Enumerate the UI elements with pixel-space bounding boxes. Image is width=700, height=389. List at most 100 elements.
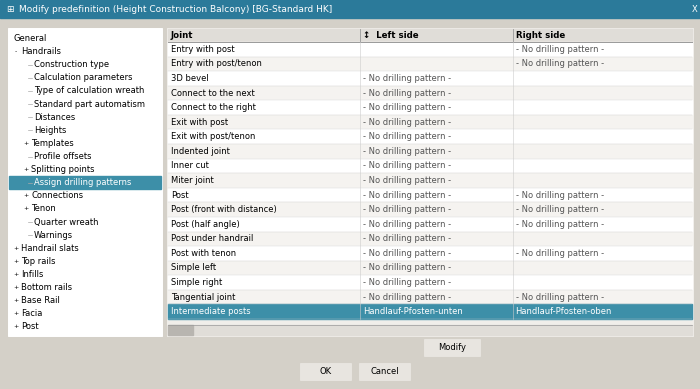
Text: - No drilling pattern -: - No drilling pattern - <box>515 293 603 301</box>
Text: Modify predefinition (Height Construction Balcony) [BG-Standard HK]: Modify predefinition (Height Constructio… <box>19 5 332 14</box>
Bar <box>167 28 693 336</box>
Text: X: X <box>692 5 698 14</box>
Bar <box>168 159 692 173</box>
Text: Handrail slats: Handrail slats <box>21 244 78 253</box>
FancyBboxPatch shape <box>300 363 351 380</box>
Text: -: - <box>15 49 17 54</box>
Text: Indented joint: Indented joint <box>171 147 230 156</box>
Bar <box>168 217 692 231</box>
Text: Post with tenon: Post with tenon <box>171 249 236 258</box>
Text: Warnings: Warnings <box>34 231 73 240</box>
Text: Exit with post/tenon: Exit with post/tenon <box>171 132 256 141</box>
Bar <box>22 205 29 212</box>
Text: Construction type: Construction type <box>34 60 109 69</box>
Bar <box>12 284 19 291</box>
Text: +: + <box>23 193 28 198</box>
Bar <box>8 28 162 336</box>
Text: Type of calculation wreath: Type of calculation wreath <box>34 86 144 95</box>
Text: Heights: Heights <box>34 126 66 135</box>
Text: Post under handrail: Post under handrail <box>171 234 253 243</box>
Bar <box>22 192 29 199</box>
Text: Post: Post <box>171 191 188 200</box>
Text: +: + <box>23 167 28 172</box>
Text: Simple left: Simple left <box>171 263 216 272</box>
Bar <box>168 144 692 159</box>
Bar <box>12 258 19 265</box>
Bar <box>168 56 692 71</box>
Text: +: + <box>13 311 18 316</box>
Text: - No drilling pattern -: - No drilling pattern - <box>363 103 451 112</box>
Text: +: + <box>13 298 18 303</box>
Bar <box>168 100 692 115</box>
Bar <box>168 71 692 86</box>
Bar <box>22 166 29 173</box>
Text: Inner cut: Inner cut <box>171 161 209 170</box>
Text: +: + <box>13 324 18 329</box>
Text: Exit with post: Exit with post <box>171 118 228 127</box>
Text: Handlauf-Pfosten-oben: Handlauf-Pfosten-oben <box>515 307 612 316</box>
Text: Tangential joint: Tangential joint <box>171 293 235 301</box>
Bar <box>168 29 692 42</box>
Text: Simple right: Simple right <box>171 278 223 287</box>
FancyBboxPatch shape <box>424 340 480 356</box>
Text: General: General <box>14 34 48 43</box>
Bar <box>0 0 700 18</box>
Bar <box>168 130 692 144</box>
Text: - No drilling pattern -: - No drilling pattern - <box>363 278 451 287</box>
Text: Facia: Facia <box>21 309 43 318</box>
Text: Infills: Infills <box>21 270 43 279</box>
Bar <box>168 188 692 202</box>
Text: ↕  Left side: ↕ Left side <box>363 31 419 40</box>
Text: +: + <box>13 246 18 251</box>
Text: - No drilling pattern -: - No drilling pattern - <box>363 89 451 98</box>
Text: - No drilling pattern -: - No drilling pattern - <box>363 220 451 229</box>
Bar <box>12 48 19 55</box>
Text: - No drilling pattern -: - No drilling pattern - <box>363 234 451 243</box>
FancyBboxPatch shape <box>360 363 410 380</box>
Text: Base Rail: Base Rail <box>21 296 60 305</box>
Text: - No drilling pattern -: - No drilling pattern - <box>363 263 451 272</box>
Text: +: + <box>13 272 18 277</box>
Bar <box>168 202 692 217</box>
Text: Handrails: Handrails <box>21 47 61 56</box>
Bar <box>12 297 19 304</box>
Bar <box>168 115 692 130</box>
Text: Joint: Joint <box>171 31 193 40</box>
Text: Entry with post/tenon: Entry with post/tenon <box>171 60 262 68</box>
Text: Intermediate posts: Intermediate posts <box>171 307 251 316</box>
Text: Templates: Templates <box>31 139 74 148</box>
Bar <box>9 176 161 189</box>
Text: Miter joint: Miter joint <box>171 176 213 185</box>
Text: Assign drilling patterns: Assign drilling patterns <box>34 178 132 187</box>
Text: Top rails: Top rails <box>21 257 55 266</box>
Bar <box>168 275 692 290</box>
Text: - No drilling pattern -: - No drilling pattern - <box>363 118 451 127</box>
Text: - No drilling pattern -: - No drilling pattern - <box>363 132 451 141</box>
Bar <box>12 245 19 252</box>
Text: - No drilling pattern -: - No drilling pattern - <box>363 147 451 156</box>
Bar <box>168 305 692 319</box>
Text: Handlauf-Pfosten-unten: Handlauf-Pfosten-unten <box>363 307 463 316</box>
Text: - No drilling pattern -: - No drilling pattern - <box>515 220 603 229</box>
Text: Tenon: Tenon <box>31 205 56 214</box>
Text: - No drilling pattern -: - No drilling pattern - <box>515 249 603 258</box>
Text: - No drilling pattern -: - No drilling pattern - <box>515 191 603 200</box>
Text: Distances: Distances <box>34 113 76 122</box>
Bar <box>12 310 19 317</box>
Text: - No drilling pattern -: - No drilling pattern - <box>363 293 451 301</box>
Text: +: + <box>23 207 28 212</box>
Text: Post (front with distance): Post (front with distance) <box>171 205 276 214</box>
Text: +: + <box>13 285 18 290</box>
Text: - No drilling pattern -: - No drilling pattern - <box>515 60 603 68</box>
Text: Cancel: Cancel <box>371 368 399 377</box>
Bar <box>168 290 692 305</box>
Bar <box>22 140 29 147</box>
Text: ⊞: ⊞ <box>6 5 13 14</box>
Text: - No drilling pattern -: - No drilling pattern - <box>363 191 451 200</box>
Bar <box>168 42 692 56</box>
Bar <box>168 231 692 246</box>
Text: +: + <box>23 141 28 146</box>
Text: Connections: Connections <box>31 191 83 200</box>
Bar <box>168 86 692 100</box>
Bar <box>12 271 19 278</box>
